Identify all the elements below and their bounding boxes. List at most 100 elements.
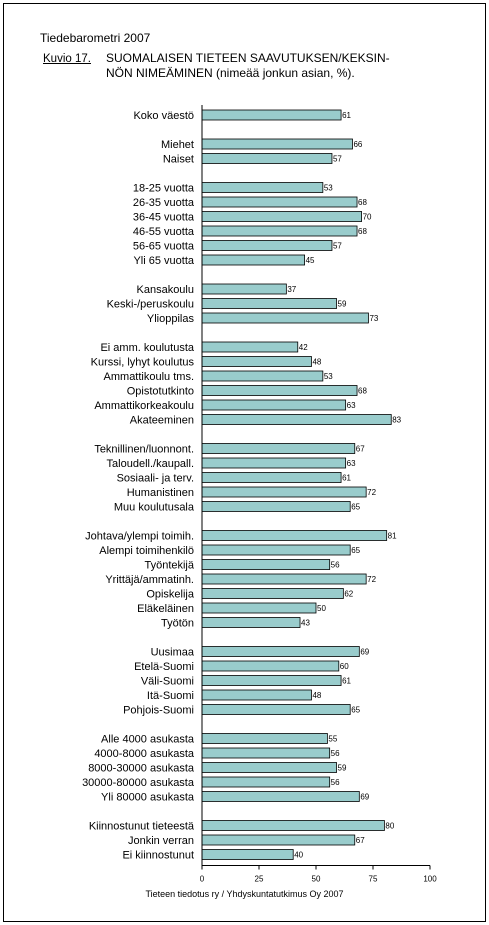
bar — [201, 689, 312, 701]
value-label: 67 — [356, 836, 365, 845]
bar — [201, 776, 331, 788]
chart-title-line-2: NÖN NIMEÄMINEN (nimeää jonkun asian, %). — [106, 66, 355, 80]
bar — [201, 341, 299, 353]
bar — [201, 588, 344, 599]
category-label: Ei kiinnostunut — [122, 850, 194, 862]
bar — [201, 254, 305, 266]
value-label: 63 — [347, 401, 356, 410]
bar — [201, 501, 351, 512]
value-label: 55 — [328, 735, 337, 744]
category-label: Kiinnostunut tieteestä — [89, 821, 195, 833]
category-label: Väli-Suomi — [141, 676, 194, 688]
category-label: Humanistinen — [127, 487, 194, 499]
category-label: 8000-30000 asukasta — [88, 763, 195, 775]
category-label: Yrittäjä/ammatinh. — [105, 574, 194, 586]
bar — [201, 457, 347, 469]
source-note: Tieteen tiedotus ry / Yhdyskuntatutkimus… — [145, 889, 344, 899]
category-label: Koko väestö — [133, 110, 194, 122]
value-label: 66 — [353, 140, 362, 149]
value-label: 63 — [347, 459, 356, 468]
value-label: 57 — [333, 242, 342, 251]
bar — [201, 472, 342, 483]
category-label: Johtava/ylempi toimih. — [85, 531, 194, 543]
value-label: 69 — [360, 648, 369, 657]
figure-frame — [3, 3, 486, 922]
category-label: Itä-Suomi — [147, 690, 194, 702]
bar — [201, 559, 331, 570]
value-label: 50 — [317, 604, 326, 613]
bar — [201, 486, 367, 498]
category-label: Yli 80000 asukasta — [101, 792, 195, 804]
bar — [201, 834, 356, 846]
category-label: 26-35 vuotta — [133, 197, 195, 209]
bar — [201, 849, 294, 860]
bar — [201, 312, 369, 324]
value-label: 65 — [351, 706, 360, 715]
bar — [201, 573, 367, 585]
bar — [201, 646, 360, 657]
value-label: 56 — [331, 749, 340, 758]
value-label: 45 — [306, 256, 315, 265]
value-label: 62 — [344, 590, 353, 599]
value-label: 70 — [363, 213, 372, 222]
bar — [201, 675, 342, 686]
category-label: Uusimaa — [151, 647, 195, 659]
value-label: 60 — [340, 662, 349, 671]
category-label: Etelä-Suomi — [134, 661, 194, 673]
category-label: Ylioppilas — [147, 313, 195, 325]
bar — [201, 791, 360, 802]
value-label: 57 — [333, 155, 342, 164]
category-label: 56-65 vuotta — [133, 241, 195, 253]
category-label: Sosiaali- ja terv. — [117, 473, 194, 485]
category-label: 4000-8000 asukasta — [94, 748, 195, 760]
category-label: Ei amm. koulutusta — [100, 342, 194, 354]
category-label: Teknillinen/luonnont. — [94, 444, 194, 456]
value-label: 61 — [342, 677, 351, 686]
category-label: Naiset — [163, 154, 194, 166]
value-label: 72 — [367, 575, 376, 584]
category-label: Yli 65 vuotta — [133, 255, 194, 267]
category-label: Ammattikorkeakoulu — [94, 400, 194, 412]
category-label: Pohjois-Suomi — [123, 705, 194, 717]
value-label: 59 — [338, 300, 347, 309]
bar — [201, 370, 324, 382]
x-tick-label: 75 — [369, 875, 378, 884]
x-tick-label: 25 — [255, 875, 264, 884]
value-label: 61 — [342, 111, 351, 120]
category-label: Alempi toimihenkilö — [99, 545, 194, 557]
category-label: Opistotutkinto — [127, 386, 194, 398]
chart-title-line-1: SUOMALAISEN TIETEEN SAAVUTUKSEN/KEKSIN- — [106, 51, 390, 65]
bar — [201, 443, 356, 454]
value-label: 56 — [331, 561, 340, 570]
value-label: 72 — [367, 488, 376, 497]
chart-title: SUOMALAISEN TIETEEN SAAVUTUKSEN/KEKSIN- … — [106, 51, 466, 81]
bar — [201, 182, 324, 193]
bar — [201, 399, 347, 411]
bar — [201, 153, 333, 164]
bar — [201, 385, 358, 396]
category-label: Taloudell./kaupall. — [107, 458, 194, 470]
bar — [201, 704, 351, 715]
value-label: 56 — [331, 778, 340, 787]
value-label: 65 — [351, 503, 360, 512]
category-label: Miehet — [161, 139, 194, 151]
bar — [201, 820, 385, 831]
value-label: 37 — [287, 285, 296, 294]
bar — [201, 283, 287, 295]
value-label: 48 — [312, 358, 321, 367]
bar — [201, 298, 337, 309]
bar — [201, 617, 301, 628]
value-label: 53 — [324, 184, 333, 193]
bar — [201, 762, 337, 773]
report-title: Tiedebarometri 2007 — [40, 31, 151, 45]
value-label: 73 — [369, 314, 378, 323]
bar — [201, 414, 392, 425]
value-label: 68 — [358, 198, 367, 207]
value-label: 61 — [342, 474, 351, 483]
category-label: Akateeminen — [130, 415, 194, 427]
bar — [201, 544, 351, 556]
value-label: 59 — [338, 764, 347, 773]
value-label: 40 — [294, 851, 303, 860]
x-tick-label: 50 — [312, 875, 321, 884]
